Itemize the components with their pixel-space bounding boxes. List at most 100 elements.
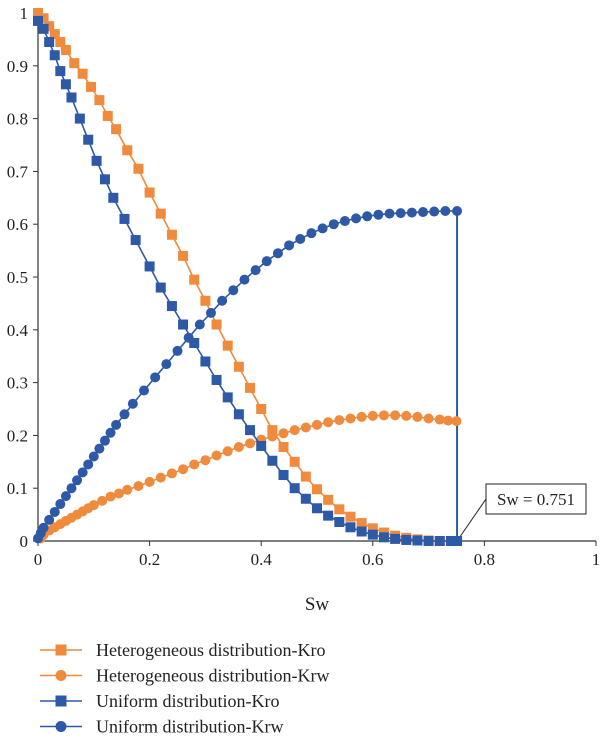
data-point <box>245 425 256 436</box>
data-point <box>33 8 43 18</box>
data-point <box>233 409 244 420</box>
x-tick-label: 0.4 <box>251 550 273 569</box>
data-point <box>155 208 166 219</box>
data-point <box>345 413 356 424</box>
data-point <box>200 455 211 466</box>
data-point <box>178 319 189 330</box>
data-point <box>345 522 356 533</box>
data-point <box>105 427 116 438</box>
data-point <box>72 475 83 486</box>
tick-labels: 0 0.2 0.4 0.6 0.8 1 0 0.1 0.2 0.3 0.4 0.5 0.6 0.7 0.8 0… <box>7 4 600 569</box>
data-point <box>228 285 239 296</box>
data-point <box>339 216 350 227</box>
data-point <box>60 44 71 55</box>
data-point <box>55 499 66 510</box>
data-point <box>412 411 423 422</box>
x-tick-label: 0.2 <box>139 550 160 569</box>
data-point <box>300 422 311 433</box>
data-point <box>323 494 334 505</box>
data-point <box>423 536 434 546</box>
data-point <box>161 359 172 370</box>
data-point <box>289 483 300 494</box>
data-point <box>69 58 80 69</box>
data-point <box>267 455 278 466</box>
data-point <box>289 425 300 436</box>
data-point <box>60 79 71 90</box>
y-tick-label: 0 <box>20 532 29 551</box>
y-tick-label: 0.5 <box>7 268 28 287</box>
data-point <box>423 413 434 424</box>
data-point <box>200 295 211 306</box>
data-point <box>395 208 406 219</box>
data-point <box>440 206 451 216</box>
data-point <box>356 518 367 529</box>
data-point <box>99 435 110 446</box>
data-point <box>334 415 345 426</box>
data-point <box>113 488 124 499</box>
data-point <box>166 301 177 312</box>
data-point <box>155 472 166 483</box>
data-point <box>111 419 122 430</box>
data-point <box>44 21 55 32</box>
data-point <box>278 442 289 453</box>
data-point <box>452 206 463 216</box>
data-point <box>328 219 339 230</box>
x-tick-label: 0.6 <box>362 550 383 569</box>
data-point <box>166 468 177 479</box>
data-point <box>390 410 401 421</box>
annotation-box <box>485 483 587 515</box>
data-point <box>119 409 130 420</box>
legend-label: Uniform distribution-Krw <box>96 717 283 737</box>
data-point <box>334 516 345 527</box>
annotation-label: Sw = 0.751 <box>497 490 575 509</box>
data-point <box>144 261 155 272</box>
y-tick-label: 0.7 <box>7 162 29 181</box>
data-point <box>256 440 267 451</box>
data-point <box>245 382 256 393</box>
data-point <box>88 451 99 462</box>
data-point <box>295 233 306 244</box>
data-point <box>60 491 71 502</box>
data-point <box>88 500 99 511</box>
data-point <box>38 23 49 34</box>
data-point <box>317 223 328 234</box>
data-point <box>362 211 373 222</box>
data-point <box>38 13 49 24</box>
data-point <box>133 163 144 174</box>
data-point <box>373 209 384 220</box>
data-point <box>97 495 108 506</box>
legend: Heterogeneous distribution-Kro Heterogene… <box>40 640 329 737</box>
legend-swatch-marker <box>55 670 67 681</box>
legend-swatch-marker <box>55 721 67 732</box>
data-point <box>166 229 177 240</box>
data-point <box>49 29 60 40</box>
data-point <box>44 514 55 525</box>
y-tick-label: 0.8 <box>7 110 28 129</box>
data-point <box>367 529 378 540</box>
data-point <box>200 356 211 367</box>
data-point <box>211 450 222 461</box>
legend-label: Uniform distribution-Kro <box>96 691 279 711</box>
data-point <box>300 471 311 482</box>
data-point <box>66 92 77 103</box>
series-group <box>33 8 463 546</box>
legend-item: Uniform distribution-Kro <box>40 691 279 711</box>
data-point <box>49 50 60 61</box>
data-point <box>119 213 130 224</box>
data-point <box>178 250 189 261</box>
data-point <box>44 37 55 48</box>
data-point <box>127 398 138 409</box>
data-point <box>122 484 133 495</box>
data-point <box>83 134 94 145</box>
data-point <box>194 319 205 330</box>
data-point <box>105 491 116 502</box>
data-point <box>401 410 412 421</box>
legend-label: Heterogeneous distribution-Kro <box>96 640 325 660</box>
series-2 <box>35 410 462 544</box>
data-point <box>222 340 233 351</box>
data-point <box>289 456 300 467</box>
data-point <box>245 438 256 449</box>
data-point <box>38 522 49 533</box>
data-point <box>401 534 412 545</box>
x-tick-label: 0.8 <box>474 550 495 569</box>
